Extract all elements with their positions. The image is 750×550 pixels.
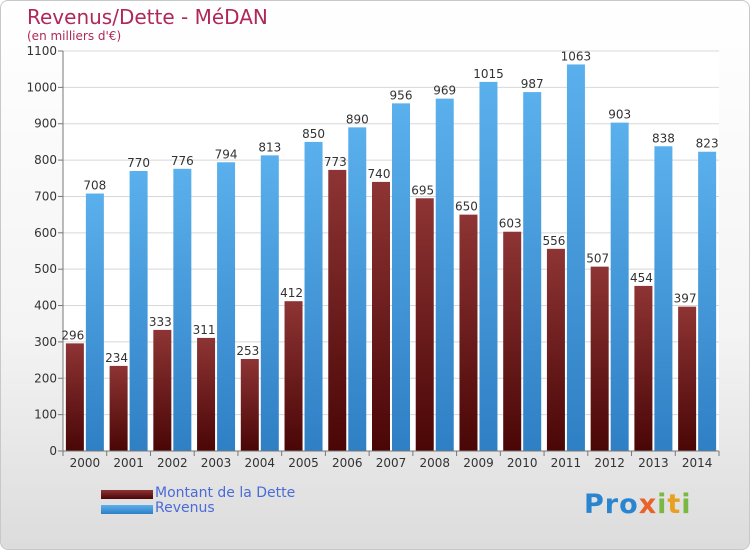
bar-revenus <box>260 155 279 451</box>
bar-dette <box>503 231 522 451</box>
x-tick-label: 2003 <box>201 456 232 470</box>
data-label-dette: 412 <box>280 286 303 300</box>
y-tick-label: 900 <box>34 117 57 131</box>
data-label-revenus: 850 <box>302 127 325 141</box>
x-tick-label: 2010 <box>507 456 538 470</box>
x-tick-label: 2014 <box>682 456 713 470</box>
chart-subtitle: (en milliers d'€) <box>27 29 122 43</box>
y-tick-label: 800 <box>34 153 57 167</box>
data-label-revenus: 770 <box>127 156 150 170</box>
x-tick-label: 2006 <box>332 456 363 470</box>
data-label-revenus: 903 <box>608 108 631 122</box>
y-tick-label: 1100 <box>26 44 57 58</box>
y-tick-label: 400 <box>34 299 57 313</box>
proxiti-logo: Proxiti <box>584 489 692 520</box>
bar-revenus <box>348 127 367 451</box>
bar-dette <box>590 266 609 451</box>
data-label-dette: 234 <box>105 351 128 365</box>
bar-dette <box>415 198 434 451</box>
x-tick-label: 2004 <box>245 456 276 470</box>
x-tick-label: 2007 <box>376 456 407 470</box>
x-tick-label: 2008 <box>419 456 450 470</box>
data-label-revenus: 813 <box>258 140 281 154</box>
data-label-dette: 650 <box>455 200 478 214</box>
legend-swatch-debt <box>101 490 153 499</box>
chart-title: Revenus/Dette - MéDAN <box>27 5 268 29</box>
data-label-revenus: 1063 <box>561 49 592 63</box>
bar-dette <box>372 181 390 451</box>
x-tick-label: 2005 <box>288 456 319 470</box>
bar-dette <box>459 214 478 451</box>
bar-revenus <box>610 122 629 452</box>
bar-revenus <box>698 151 717 451</box>
y-tick-label: 600 <box>34 226 57 240</box>
x-tick-label: 2009 <box>463 456 494 470</box>
data-label-revenus: 1015 <box>473 67 504 81</box>
legend-label-revenus: Revenus <box>155 500 215 516</box>
data-label-revenus: 776 <box>171 154 194 168</box>
legend-swatch-revenus <box>101 505 153 514</box>
bar-dette <box>65 343 84 451</box>
bar-revenus <box>173 168 192 451</box>
bar-dette <box>328 169 347 451</box>
bar-revenus <box>129 171 148 451</box>
x-tick-label: 2012 <box>594 456 625 470</box>
bar-revenus <box>523 92 542 451</box>
bar-dette <box>678 306 697 451</box>
y-tick-label: 200 <box>34 371 57 385</box>
bar-dette <box>546 248 565 451</box>
x-tick-label: 2002 <box>157 456 188 470</box>
bar-revenus <box>304 141 323 451</box>
plot-area <box>63 51 719 451</box>
data-label-revenus: 823 <box>696 137 719 151</box>
data-label-dette: 773 <box>324 155 347 169</box>
data-label-revenus: 987 <box>521 77 544 91</box>
bar-revenus <box>392 103 410 451</box>
x-tick-label: 2011 <box>551 456 582 470</box>
x-tick-label: 2001 <box>113 456 144 470</box>
data-label-dette: 603 <box>499 217 522 231</box>
y-tick-label: 1000 <box>26 80 57 94</box>
bar-revenus <box>654 146 673 452</box>
data-label-dette: 507 <box>586 252 609 266</box>
bar-revenus <box>479 81 498 451</box>
bar-dette <box>153 329 172 451</box>
data-label-dette: 454 <box>630 271 653 285</box>
data-label-dette: 311 <box>193 323 216 337</box>
bar-dette <box>109 365 128 451</box>
y-tick-label: 300 <box>34 335 57 349</box>
data-label-dette: 296 <box>61 328 84 342</box>
data-label-revenus: 890 <box>346 112 369 126</box>
data-label-revenus: 794 <box>215 147 238 161</box>
data-label-dette: 397 <box>674 292 697 306</box>
data-label-revenus: 956 <box>390 88 413 102</box>
y-tick-label: 100 <box>34 408 57 422</box>
bar-revenus <box>566 64 585 452</box>
bar-revenus <box>435 98 454 452</box>
data-label-dette: 556 <box>542 234 565 248</box>
bar-dette <box>284 301 303 451</box>
data-label-revenus: 708 <box>83 179 106 193</box>
bar-dette <box>197 337 216 451</box>
y-tick-label: 500 <box>34 262 57 276</box>
data-label-dette: 695 <box>411 183 434 197</box>
y-tick-label: 0 <box>49 444 57 458</box>
data-label-dette: 253 <box>236 344 259 358</box>
x-tick-label: 2013 <box>638 456 669 470</box>
bar-revenus <box>85 193 104 451</box>
x-tick-label: 2000 <box>70 456 101 470</box>
y-tick-label: 700 <box>34 189 57 203</box>
data-label-dette: 740 <box>368 167 391 181</box>
data-label-revenus: 969 <box>433 84 456 98</box>
bar-revenus <box>217 162 236 452</box>
data-label-dette: 333 <box>149 315 172 329</box>
legend-label-debt: Montant de la Dette <box>155 485 296 501</box>
data-label-revenus: 838 <box>652 131 675 145</box>
bar-dette <box>240 359 259 451</box>
bar-dette <box>634 285 653 451</box>
